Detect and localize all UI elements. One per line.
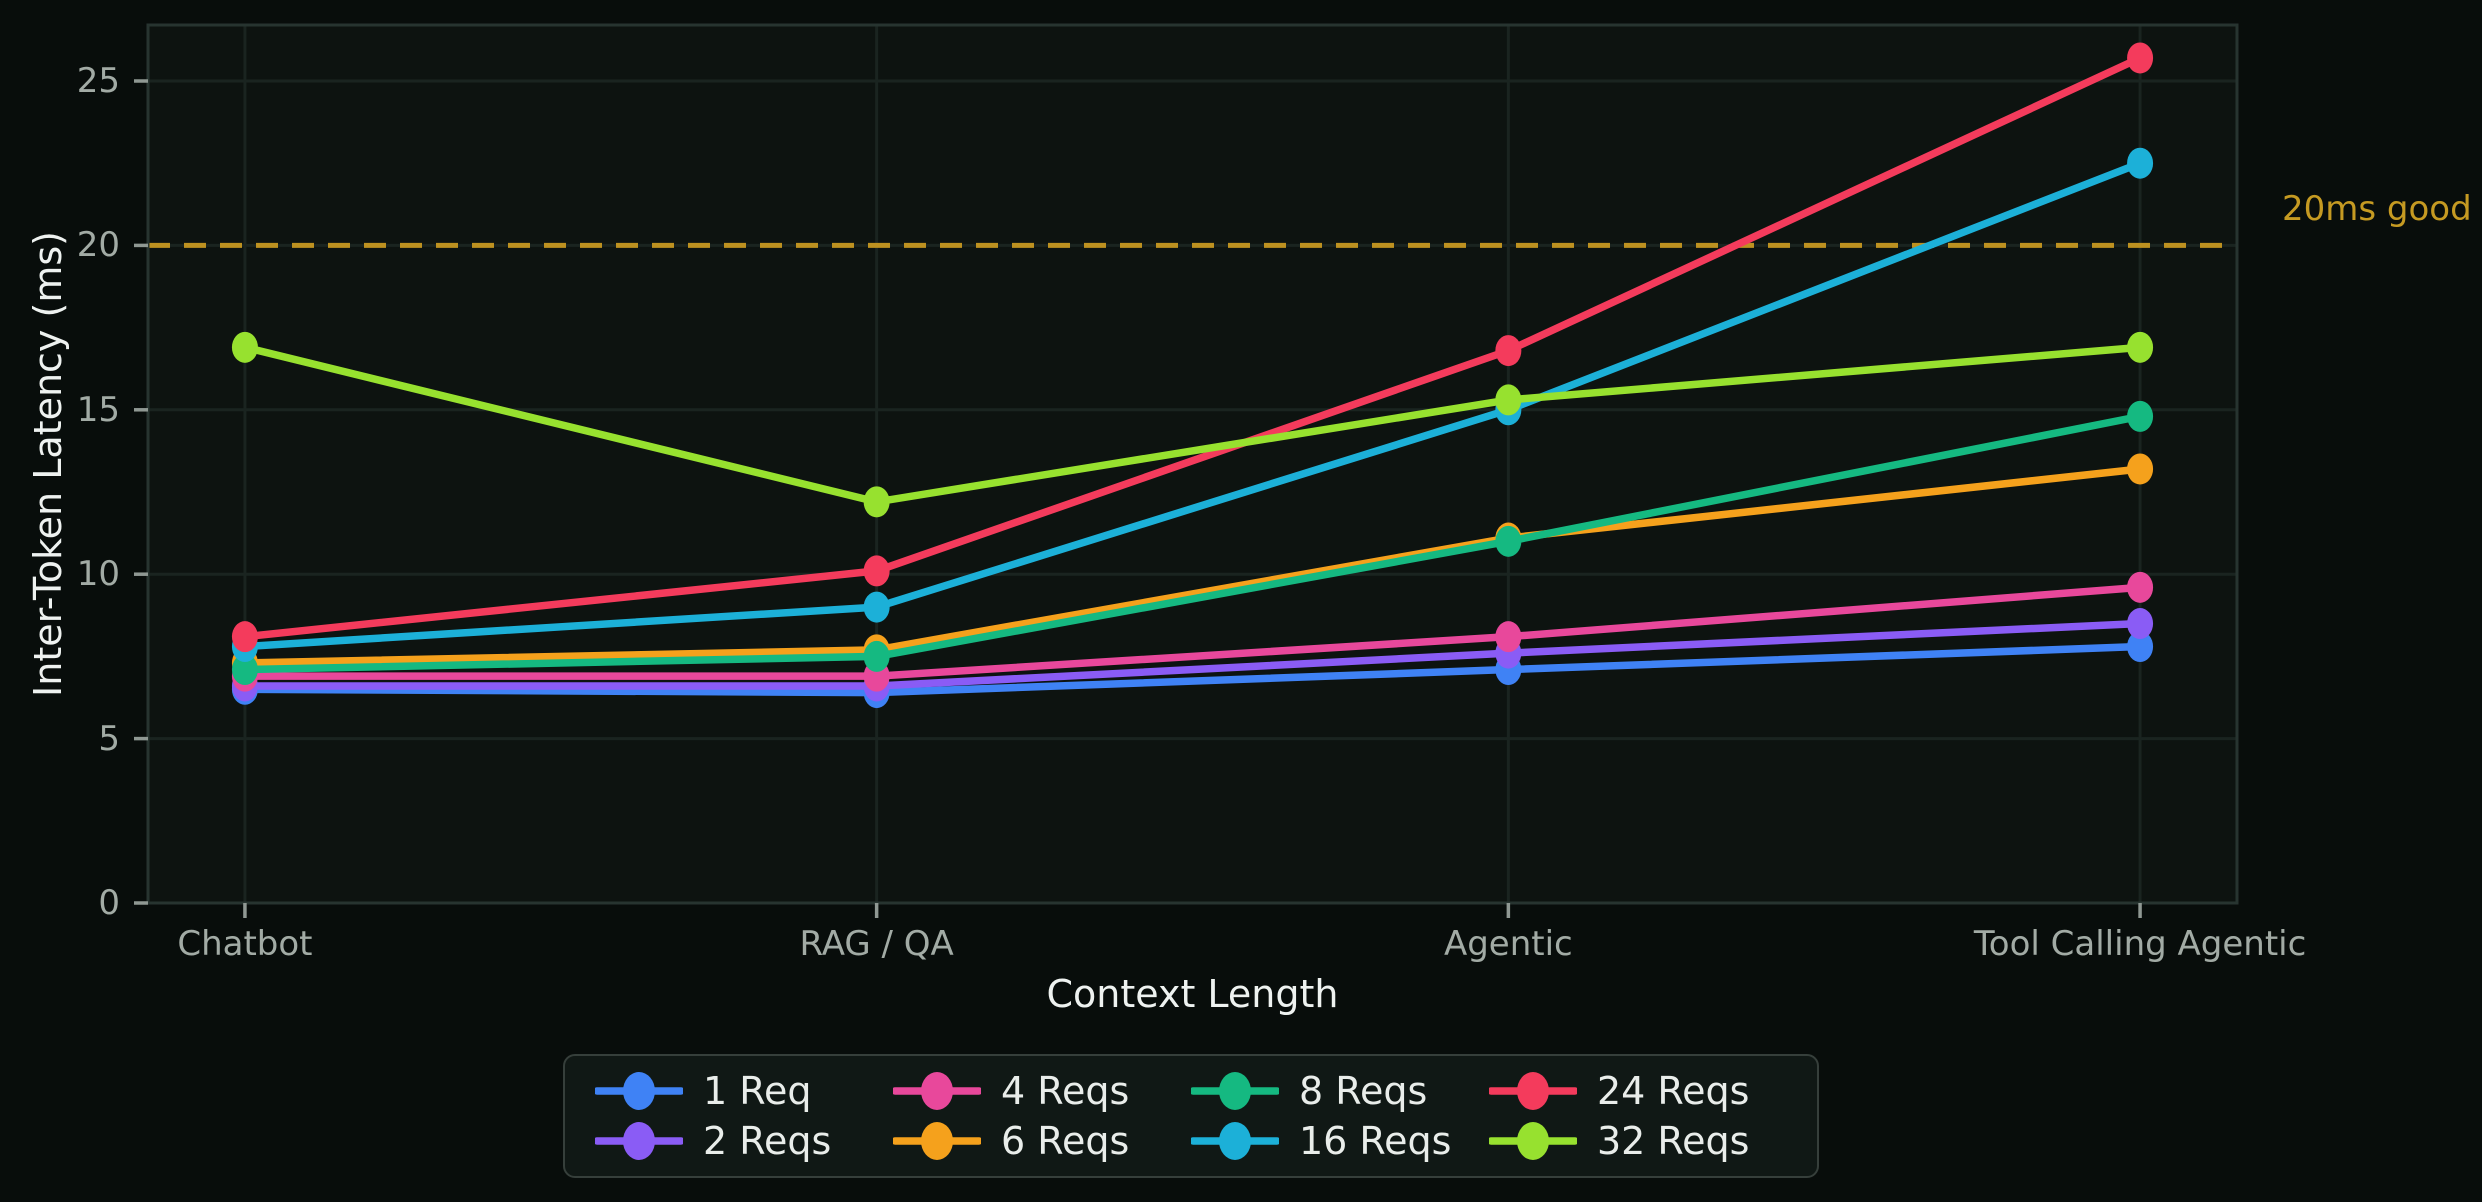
legend-item: 8 Reqs bbox=[1191, 1068, 1489, 1114]
data-point bbox=[863, 555, 890, 587]
y-axis-title: Inter-Token Latency (ms) bbox=[26, 231, 70, 697]
series-line bbox=[241, 343, 2144, 506]
legend-dot bbox=[623, 1072, 655, 1110]
data-point bbox=[2127, 608, 2154, 640]
series-line bbox=[241, 412, 2144, 674]
legend-label: 1 Req bbox=[703, 1069, 812, 1113]
data-point bbox=[1495, 335, 1522, 367]
plot-border bbox=[146, 23, 2239, 905]
x-tick-label: Agentic bbox=[1443, 924, 1573, 964]
data-point bbox=[863, 640, 890, 672]
legend-label: 6 Reqs bbox=[1001, 1119, 1130, 1163]
legend-item: 16 Reqs bbox=[1191, 1118, 1489, 1164]
legend-item: 32 Reqs bbox=[1489, 1118, 1787, 1164]
legend-item: 6 Reqs bbox=[893, 1118, 1191, 1164]
legend-dot bbox=[623, 1122, 655, 1160]
legend-item: 24 Reqs bbox=[1489, 1068, 1787, 1114]
data-point bbox=[1495, 621, 1522, 653]
x-tick-label: RAG / QA bbox=[799, 924, 954, 964]
data-point bbox=[1495, 525, 1522, 557]
data-point bbox=[2127, 631, 2154, 663]
legend-dot bbox=[921, 1122, 953, 1160]
legend-dot bbox=[921, 1072, 953, 1110]
threshold-annotation: 20ms good bbox=[2282, 189, 2472, 230]
data-point bbox=[231, 621, 258, 653]
series-line bbox=[241, 465, 2144, 667]
data-point bbox=[863, 591, 890, 623]
y-tick-label: 15 bbox=[76, 389, 120, 430]
y-tick-label: 5 bbox=[98, 718, 120, 759]
y-tick-label: 0 bbox=[98, 883, 120, 923]
legend-dot bbox=[1517, 1122, 1549, 1160]
x-tick-label: Chatbot bbox=[177, 924, 313, 964]
data-point bbox=[231, 654, 258, 686]
legend-marker-icon bbox=[1489, 1072, 1577, 1110]
legend-dot bbox=[1219, 1072, 1251, 1110]
legend: 1 Req 2 Reqs 4 Reqs 6 Reqs 8 Reqs 16 Reqs 24 R… bbox=[563, 1054, 1819, 1178]
data-point bbox=[2127, 453, 2154, 485]
data-point bbox=[2127, 400, 2154, 432]
legend-label: 16 Reqs bbox=[1299, 1119, 1452, 1163]
data-point bbox=[1495, 384, 1522, 416]
legend-dot bbox=[1517, 1072, 1549, 1110]
legend-label: 8 Reqs bbox=[1299, 1069, 1428, 1113]
series-line bbox=[241, 54, 2144, 641]
legend-item: 4 Reqs bbox=[893, 1068, 1191, 1114]
y-tick-label: 10 bbox=[76, 554, 120, 595]
data-point bbox=[863, 486, 890, 518]
legend-item: 1 Req bbox=[595, 1068, 893, 1114]
legend-dot bbox=[1219, 1122, 1251, 1160]
legend-label: 24 Reqs bbox=[1597, 1069, 1750, 1113]
legend-label: 4 Reqs bbox=[1001, 1069, 1130, 1113]
y-tick-label: 25 bbox=[76, 61, 120, 101]
legend-marker-icon bbox=[1489, 1122, 1577, 1160]
series-line bbox=[241, 642, 2144, 697]
x-axis-title: Context Length bbox=[1046, 972, 1339, 1016]
legend-marker-icon bbox=[595, 1122, 683, 1160]
series-line bbox=[241, 159, 2144, 651]
legend-marker-icon bbox=[893, 1072, 981, 1110]
legend-label: 32 Reqs bbox=[1597, 1119, 1750, 1163]
series-line bbox=[241, 619, 2144, 690]
data-point bbox=[231, 331, 258, 363]
legend-marker-icon bbox=[595, 1072, 683, 1110]
legend-label: 2 Reqs bbox=[703, 1119, 832, 1163]
series-line bbox=[241, 583, 2144, 680]
data-point bbox=[2127, 571, 2154, 603]
legend-marker-icon bbox=[1191, 1072, 1279, 1110]
x-tick-label: Tool Calling Agentic bbox=[1973, 924, 2307, 964]
legend-marker-icon bbox=[1191, 1122, 1279, 1160]
data-point bbox=[2127, 42, 2154, 74]
data-point bbox=[2127, 147, 2154, 179]
legend-marker-icon bbox=[893, 1122, 981, 1160]
legend-item: 2 Reqs bbox=[595, 1118, 893, 1164]
y-tick-label: 20 bbox=[76, 225, 120, 266]
data-point bbox=[2127, 331, 2154, 363]
